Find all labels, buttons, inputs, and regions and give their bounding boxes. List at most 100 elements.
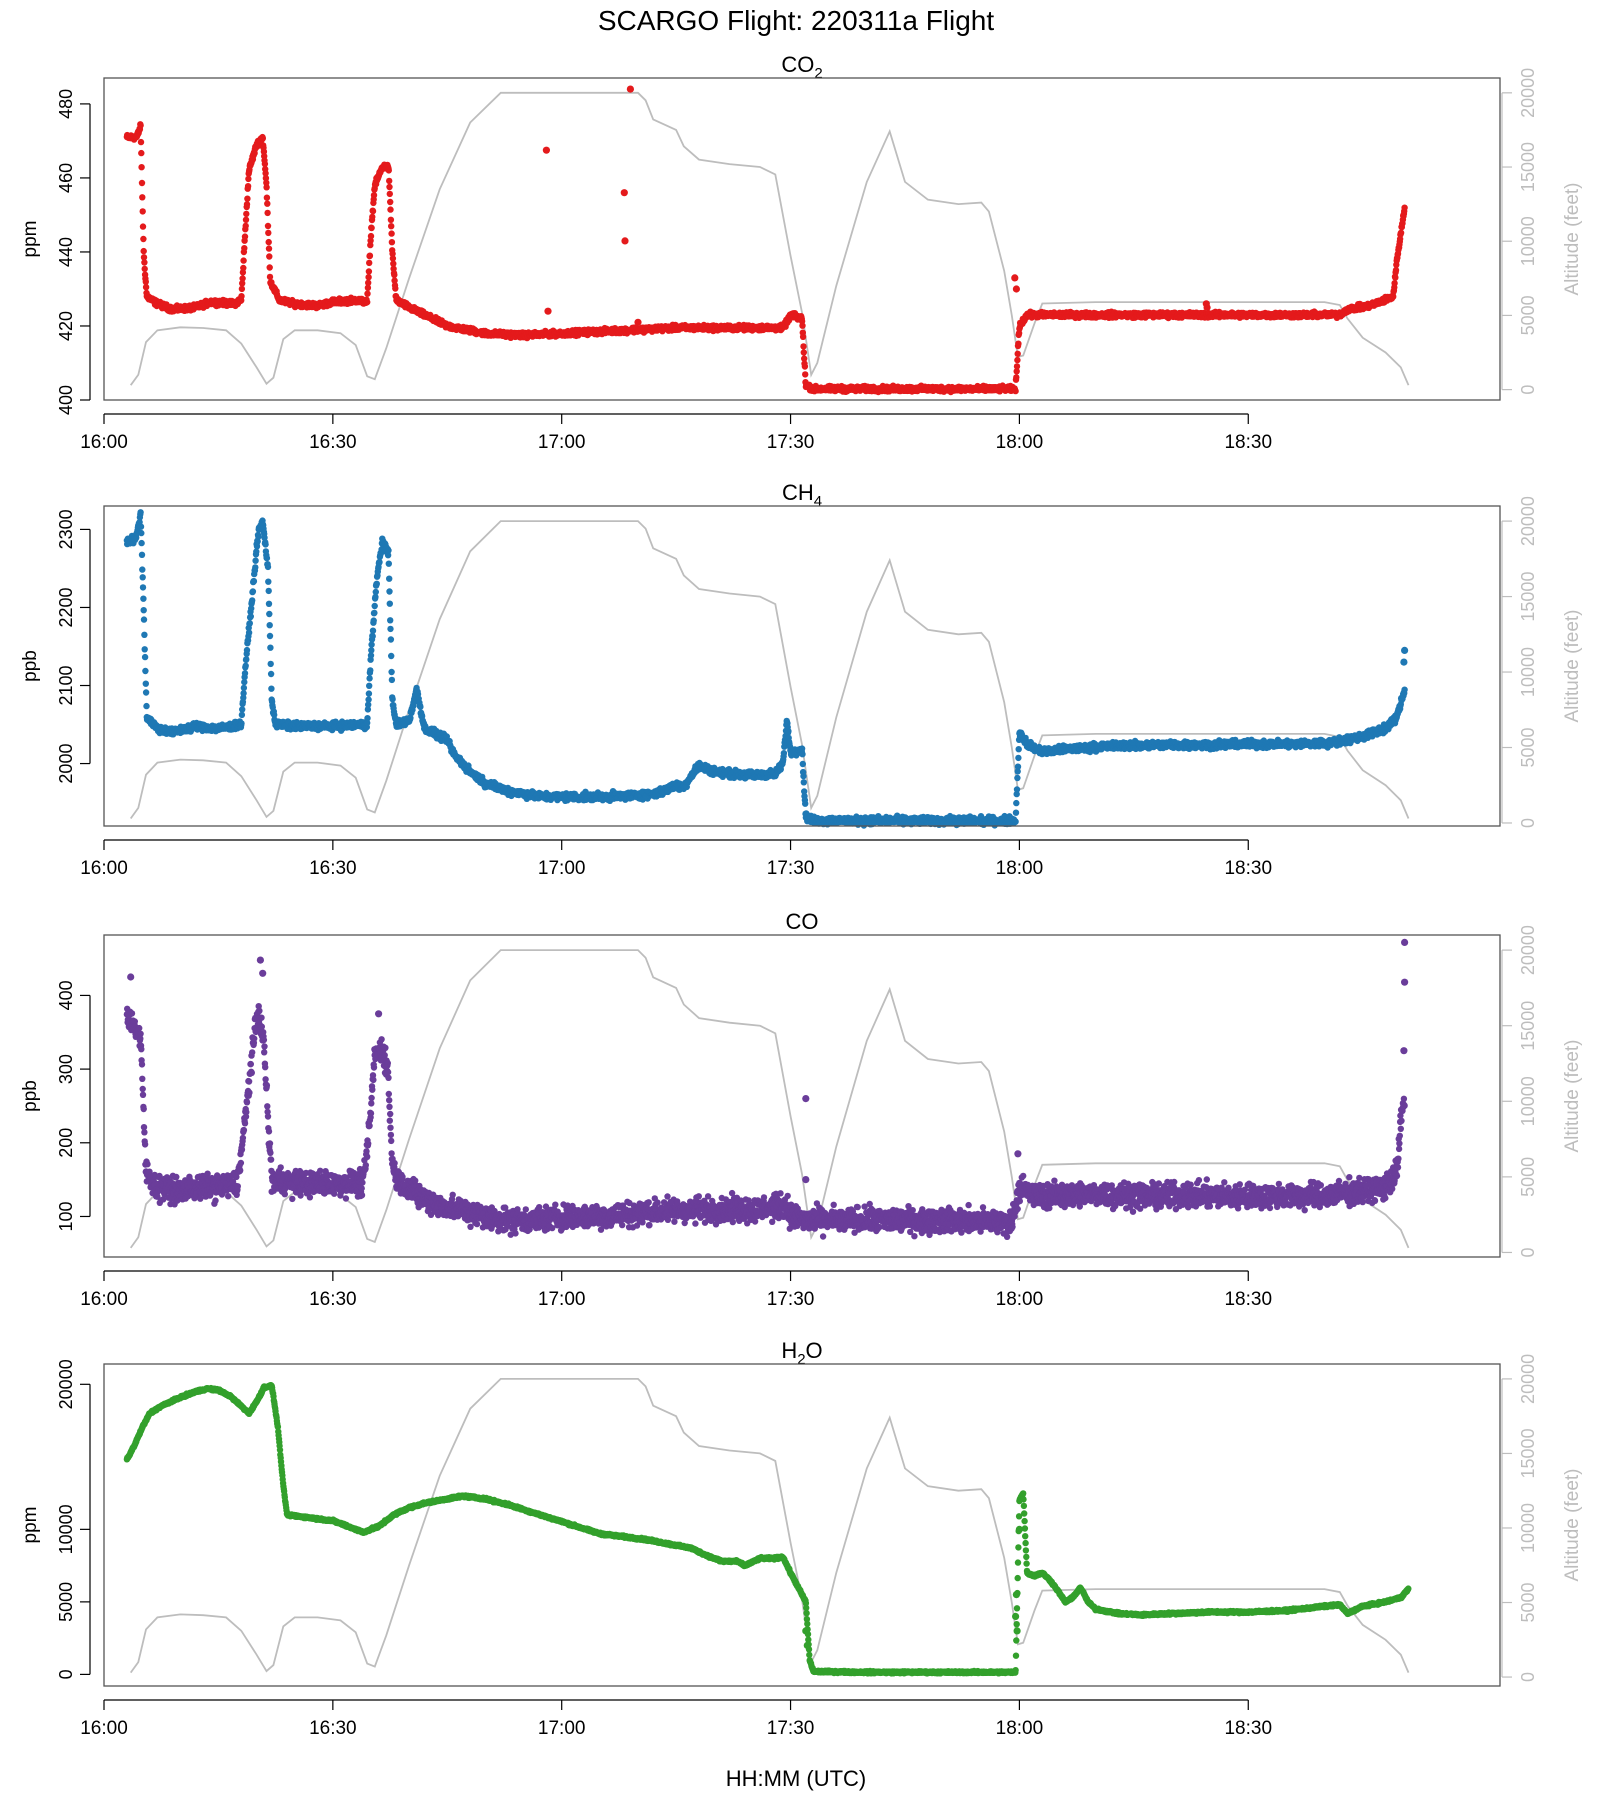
data-point	[369, 207, 377, 215]
data-point	[386, 588, 393, 595]
data-point	[255, 533, 262, 540]
data-point	[364, 715, 371, 722]
y2-tick-label: 15000	[1518, 142, 1538, 192]
data-point	[238, 720, 245, 727]
data-point	[800, 349, 807, 356]
data-point	[138, 529, 145, 537]
series-CO2	[123, 85, 1408, 396]
data-point	[138, 179, 146, 187]
data-point	[620, 189, 628, 197]
data-point	[367, 232, 375, 240]
data-point	[389, 696, 396, 703]
data-point	[243, 656, 250, 663]
data-point	[137, 138, 145, 146]
data-point	[266, 610, 273, 618]
data-point	[137, 523, 145, 530]
x-tick-label: 17:30	[767, 432, 815, 453]
data-point	[390, 260, 397, 267]
data-point	[1013, 374, 1020, 381]
data-point	[1014, 350, 1021, 357]
y-tick-label: 400	[56, 385, 76, 415]
data-point	[261, 160, 269, 168]
data-point	[137, 122, 144, 129]
data-point	[387, 636, 395, 643]
data-point	[266, 264, 273, 271]
data-point	[387, 206, 394, 213]
data-point	[365, 279, 372, 286]
x-tick-label: 18:00	[996, 432, 1044, 453]
data-point	[242, 216, 250, 223]
panel-title-main: CH	[782, 480, 814, 505]
data-point	[138, 539, 145, 547]
data-point	[365, 690, 373, 697]
data-point	[143, 702, 150, 710]
y2-tick-label: 5000	[1518, 295, 1538, 335]
data-point	[1203, 303, 1211, 312]
data-point	[799, 322, 806, 329]
data-point	[142, 278, 149, 285]
data-point	[1401, 204, 1408, 211]
data-point	[268, 685, 275, 692]
data-point	[391, 277, 398, 284]
x-axis: 16:00 16:30 17:00 17:30 18:00 18:30	[80, 413, 1272, 453]
data-point	[373, 580, 380, 587]
data-point	[140, 254, 148, 261]
panel-title-main: CO	[781, 52, 814, 77]
data-point	[243, 210, 250, 218]
data-point	[389, 250, 396, 257]
data-point	[392, 285, 399, 292]
data-point	[372, 588, 379, 596]
data-point	[385, 167, 392, 174]
data-point	[138, 164, 145, 171]
panel-title-subscript: 2	[814, 65, 822, 82]
data-point	[266, 632, 274, 640]
data-point	[142, 284, 150, 291]
data-point	[369, 627, 377, 634]
data-point	[263, 554, 271, 562]
data-point	[1014, 356, 1021, 364]
data-point	[1013, 363, 1021, 370]
y-tick-label: 420	[56, 311, 76, 341]
data-point	[264, 222, 272, 230]
data-point	[1012, 285, 1021, 293]
data-point	[240, 684, 248, 692]
data-point	[249, 588, 257, 595]
data-point	[262, 170, 269, 177]
data-point	[387, 625, 394, 633]
data-point	[621, 237, 629, 245]
data-point	[385, 560, 392, 567]
data-point	[266, 273, 274, 281]
data-point	[367, 667, 374, 674]
y2-tick-label: 0	[1518, 385, 1538, 395]
data-point	[387, 617, 394, 624]
data-point	[544, 307, 552, 315]
data-point	[141, 653, 149, 661]
figure-title: SCARGO Flight: 220311a Flight	[598, 5, 995, 36]
data-point	[388, 230, 395, 237]
data-point	[388, 223, 395, 230]
data-point	[265, 245, 273, 252]
data-point	[366, 682, 373, 689]
data-point	[140, 595, 147, 602]
data-point	[138, 551, 146, 558]
data-point	[370, 192, 378, 199]
data-point	[266, 622, 273, 629]
data-point	[265, 578, 272, 585]
data-point	[802, 371, 809, 378]
panel-1: CH42000210022002300ppb050001000015000200…	[20, 480, 1583, 879]
data-point	[267, 670, 275, 678]
data-point	[259, 135, 266, 142]
data-point	[371, 602, 378, 610]
data-point	[262, 175, 270, 182]
panel-0: CO2400420440460480ppm0500010000150002000…	[20, 52, 1583, 453]
data-point	[239, 280, 246, 287]
data-point	[386, 575, 393, 582]
y2-tick-label: 20000	[1518, 68, 1538, 118]
data-point	[245, 175, 252, 183]
data-point	[1011, 274, 1019, 282]
data-point	[142, 680, 149, 687]
data-point	[252, 557, 259, 564]
x-tick-label: 18:30	[1224, 432, 1272, 453]
